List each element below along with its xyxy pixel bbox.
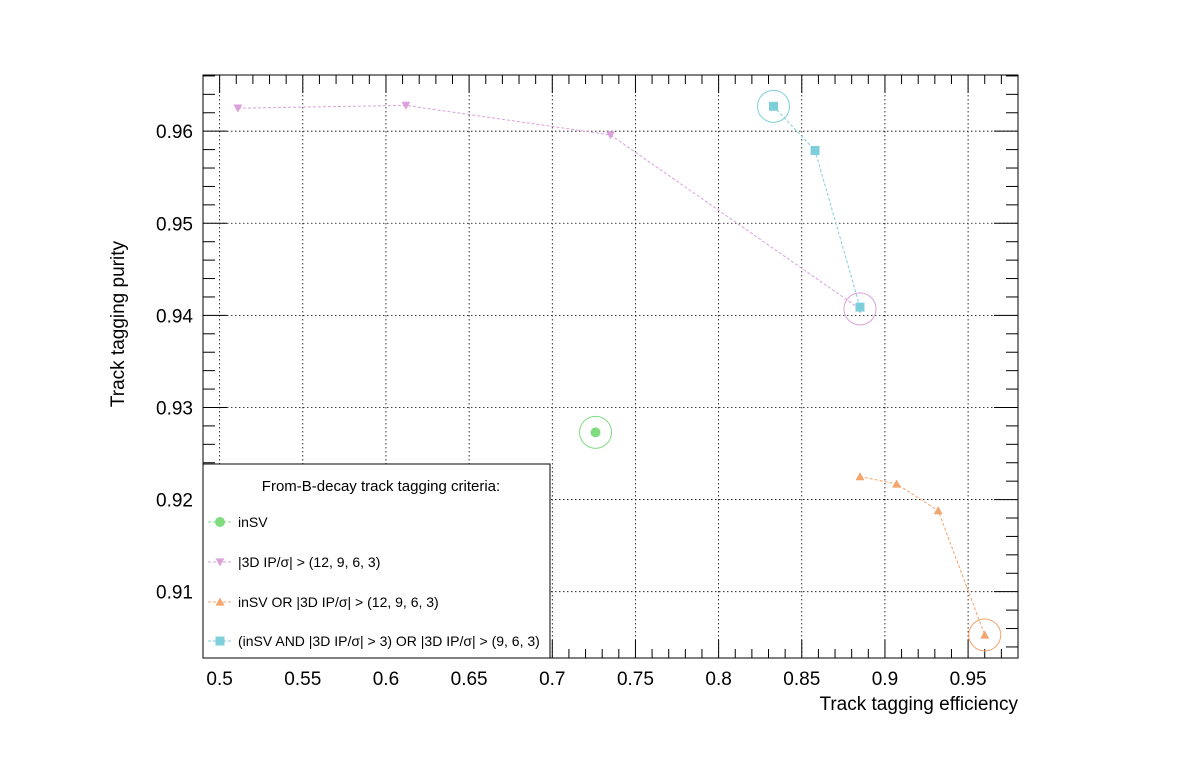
data-point (892, 479, 902, 488)
legend-entry-2: inSV OR |3D IP/σ| > (12, 9, 6, 3) (208, 594, 439, 610)
legend-label: (inSV AND |3D IP/σ| > 3) OR |3D IP/σ| > … (238, 633, 540, 649)
data-point (855, 302, 865, 312)
x-tick-label: 0.75 (617, 669, 654, 690)
legend-marker (215, 636, 225, 646)
y-tick-label: 0.93 (156, 398, 193, 419)
x-tick-label: 0.85 (783, 669, 820, 690)
x-tick-label: 0.7 (539, 669, 565, 690)
highlight-ring (579, 415, 613, 449)
series-2 (855, 472, 1002, 652)
data-point (855, 472, 865, 481)
legend-label: |3D IP/σ| > (12, 9, 6, 3) (238, 554, 380, 570)
y-tick-label: 0.92 (156, 491, 193, 512)
series-0 (579, 415, 613, 449)
y-axis-title: Track tagging purity (108, 241, 129, 408)
x-axis-title: Track tagging efficiency (819, 694, 1018, 715)
x-tick-label: 0.95 (950, 669, 987, 690)
x-tick-label: 0.6 (373, 669, 399, 690)
legend-title: From-B-decay track tagging criteria: (262, 478, 500, 495)
highlight-ring (757, 89, 790, 123)
y-tick-label: 0.96 (156, 122, 193, 143)
legend-marker (215, 558, 225, 567)
data-point (606, 131, 615, 140)
x-tick-label: 0.5 (206, 669, 232, 690)
data-point (769, 101, 778, 111)
data-point (980, 630, 990, 639)
data-point (233, 104, 243, 113)
x-tick-label: 0.9 (872, 669, 898, 690)
y-tick-label: 0.94 (156, 306, 193, 327)
x-tick-label: 0.55 (284, 669, 321, 690)
series-1 (233, 101, 877, 326)
legend-entry-3: (inSV AND |3D IP/σ| > 3) OR |3D IP/σ| > … (208, 633, 540, 649)
data-point (590, 427, 601, 438)
data-point (401, 101, 411, 110)
highlight-ring (843, 292, 877, 326)
data-point (933, 506, 943, 515)
data-point (810, 146, 820, 156)
legend-entry-0: inSV (208, 514, 268, 530)
legend-marker (215, 597, 225, 606)
highlight-ring (968, 618, 1002, 652)
y-tick-label: 0.91 (156, 583, 193, 604)
legend-marker (215, 517, 225, 527)
legend-entry-1: |3D IP/σ| > (12, 9, 6, 3) (208, 554, 380, 570)
plot-frame (202, 74, 1019, 659)
series-line (859, 476, 986, 636)
axis-ticks: 0.5 0.55 0.6 0.65 0.7 0.75 0.8 0.85 0.9 0.95 0.91 0… (156, 75, 1019, 690)
x-tick-label: 0.65 (451, 669, 488, 690)
series-line (773, 105, 861, 308)
grid (203, 75, 1018, 658)
y-tick-label: 0.95 (156, 214, 193, 235)
legend-label: inSV (238, 514, 268, 530)
series-3 (757, 89, 865, 312)
data-series (233, 89, 1002, 652)
series-line (237, 104, 861, 310)
plot-border (202, 74, 1019, 659)
legend-box (202, 463, 551, 659)
x-tick-label: 0.8 (705, 669, 731, 690)
legend: From-B-decay track tagging criteria: inS… (202, 463, 551, 659)
legend-label: inSV OR |3D IP/σ| > (12, 9, 6, 3) (238, 594, 439, 610)
